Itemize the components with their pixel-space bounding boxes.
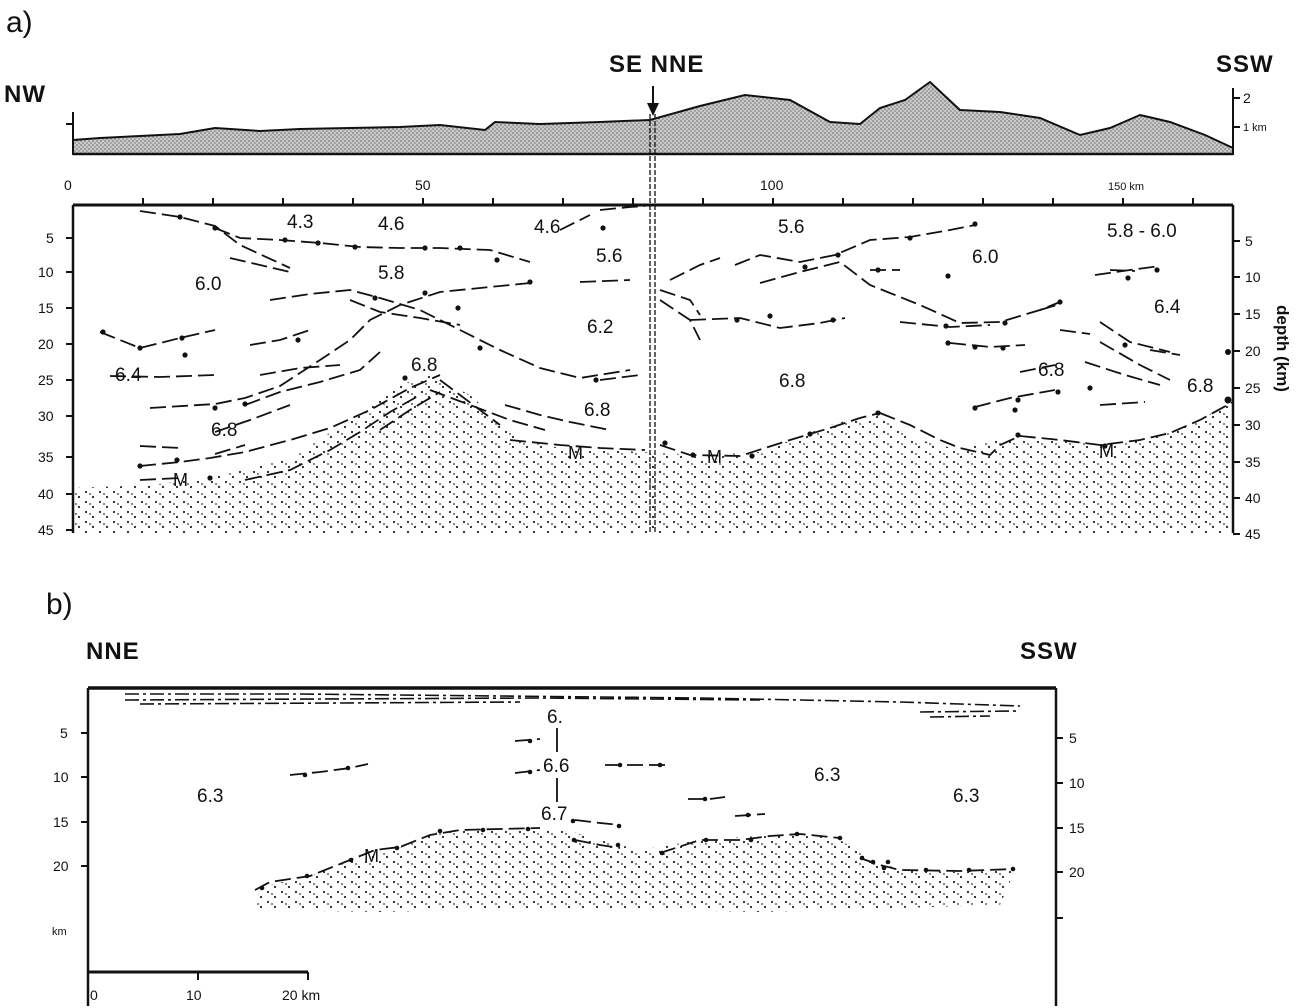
depth-tick: 15	[1245, 306, 1261, 322]
x-tick-150km: 150 km	[1108, 181, 1144, 193]
moho-label: M	[707, 447, 722, 467]
depth-tick: 45	[38, 522, 54, 538]
scale-tick-10: 10	[186, 987, 202, 1003]
velocity-label: 6.0	[972, 247, 998, 268]
direction-nw-label: NW	[4, 81, 46, 108]
velocity-label: 6.3	[953, 786, 979, 807]
depth-tick: 10	[38, 264, 54, 280]
depth-tick: 10	[1069, 775, 1085, 791]
velocity-labels-b: 6. 6.6 6.7 6.3 6.3 6.3	[197, 707, 979, 825]
panel-a-label: a)	[6, 6, 33, 39]
velocity-label: 4.6	[378, 214, 404, 235]
depth-unit-label-b: km	[52, 926, 67, 938]
depth-tick: 20	[53, 858, 69, 874]
velocity-label: 5.8	[378, 263, 404, 284]
depth-tick: 5	[1245, 233, 1253, 249]
topography-profile	[66, 80, 1240, 156]
velocity-label: 6.	[547, 707, 563, 728]
direction-ssw-label-b: SSW	[1020, 638, 1078, 665]
shot-points-b	[259, 738, 1016, 891]
depth-tick: 25	[1245, 380, 1261, 396]
moho-label-b: M	[364, 846, 379, 866]
reflectors-b	[254, 738, 1016, 891]
x-tick-0: 0	[64, 177, 72, 193]
velocity-label: 6.2	[587, 317, 613, 338]
direction-nne-label: NNE	[86, 638, 140, 665]
depth-tick: 35	[38, 449, 54, 465]
moho-label: M	[1099, 441, 1114, 461]
panel-b-frame	[81, 686, 1063, 1006]
depth-tick: 25	[38, 372, 54, 388]
depth-axis-label: depth (km)	[1273, 305, 1292, 392]
shot-points-a	[100, 214, 1232, 481]
topo-tick-1km: 1 km	[1243, 122, 1267, 134]
velocity-label: 6.4	[115, 365, 142, 386]
x-tick-100: 100	[760, 177, 784, 193]
direction-ssw-label: SSW	[1216, 51, 1274, 78]
bend-arrow-icon	[647, 86, 659, 116]
moho-label: M	[568, 443, 583, 463]
direction-se-nne-label: SE NNE	[609, 51, 704, 78]
velocity-label: 6.3	[814, 765, 840, 786]
depth-tick: 15	[53, 814, 69, 830]
depth-tick: 35	[1245, 454, 1261, 470]
depth-tick: 15	[1069, 820, 1085, 836]
velocity-label: 4.6	[534, 217, 560, 238]
depth-tick: 40	[1245, 490, 1261, 506]
panel-b-label: b)	[46, 588, 73, 621]
depth-tick: 15	[38, 300, 54, 316]
depth-tick: 30	[1245, 417, 1261, 433]
depth-tick: 40	[38, 486, 54, 502]
velocity-label: 6.8	[1038, 360, 1064, 381]
depth-tick: 10	[53, 769, 69, 785]
x-tick-50: 50	[415, 177, 431, 193]
velocity-label: 6.8	[584, 400, 610, 421]
scale-tick-20km: 20 km	[282, 987, 320, 1003]
velocity-label: 6.6	[543, 756, 569, 777]
depth-tick: 45	[1245, 526, 1261, 542]
depth-tick: 20	[38, 336, 54, 352]
velocity-label: 5.6	[596, 246, 622, 267]
velocity-label: 6.4	[1154, 297, 1181, 318]
mantle-region-b	[255, 828, 1015, 912]
velocity-label: 6.8	[211, 420, 237, 441]
scale-tick-0: 0	[90, 987, 98, 1003]
velocity-label: 5.6	[778, 217, 804, 238]
velocity-label: 6.0	[195, 274, 221, 295]
velocity-label: 6.8	[779, 371, 805, 392]
mantle-region-a	[73, 375, 1233, 533]
depth-tick: 20	[1245, 343, 1261, 359]
scale-bar-b	[87, 970, 309, 982]
depth-axis-right-b: 5 10 15 20	[1069, 730, 1085, 880]
velocity-label: 6.7	[541, 804, 567, 825]
depth-tick: 20	[1069, 864, 1085, 880]
depth-tick: 30	[38, 408, 54, 424]
depth-axis-right-a: 5 10 15 20 25 30 35 40 45	[1245, 233, 1261, 542]
reflectors-a	[99, 205, 1233, 481]
velocity-label: 6.8	[1187, 376, 1213, 397]
depth-axis-left-a: 5 10 15 20 25 30 35 40 45	[38, 230, 54, 538]
velocity-labels-a: 4.3 4.6 4.6 5.6 5.6 5.8 - 6.0 6.0 5.8 6.…	[115, 212, 1213, 441]
velocity-label: 4.3	[287, 212, 313, 233]
moho-labels-a: M M M M	[173, 441, 1114, 490]
velocity-label: 6.8	[411, 355, 437, 376]
depth-tick: 5	[46, 230, 54, 246]
depth-tick: 10	[1245, 269, 1261, 285]
topo-tick-2: 2	[1243, 90, 1251, 106]
velocity-label: 6.3	[197, 786, 223, 807]
depth-axis-left-b: 5 10 15 20	[53, 725, 69, 874]
depth-tick: 5	[60, 725, 68, 741]
moho-label: M	[173, 470, 188, 490]
shallow-layers-b	[124, 693, 1021, 718]
velocity-label: 5.8 - 6.0	[1107, 221, 1177, 242]
depth-tick: 5	[1069, 730, 1077, 746]
